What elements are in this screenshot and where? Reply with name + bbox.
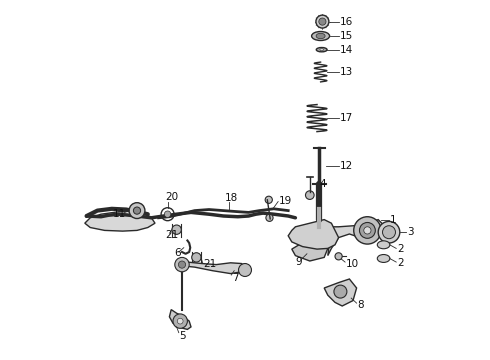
Circle shape (133, 207, 141, 214)
Polygon shape (85, 211, 155, 231)
Ellipse shape (320, 49, 323, 51)
Polygon shape (170, 310, 191, 329)
Circle shape (178, 261, 186, 268)
Circle shape (316, 15, 329, 28)
Text: 13: 13 (339, 67, 353, 77)
Polygon shape (324, 279, 357, 306)
Text: 19: 19 (279, 196, 292, 206)
Circle shape (335, 253, 342, 260)
Circle shape (360, 222, 375, 238)
Text: 5: 5 (179, 330, 186, 341)
Circle shape (378, 221, 400, 243)
Polygon shape (288, 220, 339, 249)
Circle shape (164, 211, 171, 217)
Text: 1: 1 (390, 215, 396, 225)
Text: 4: 4 (320, 179, 326, 189)
Text: 2: 2 (397, 244, 404, 254)
Circle shape (305, 191, 314, 199)
Text: 21: 21 (203, 259, 217, 269)
Text: 21: 21 (165, 230, 178, 240)
Text: 12: 12 (339, 161, 353, 171)
Polygon shape (292, 242, 328, 261)
Circle shape (364, 227, 371, 234)
Text: 14: 14 (339, 45, 353, 55)
Circle shape (192, 253, 201, 262)
Ellipse shape (312, 32, 330, 41)
Ellipse shape (316, 33, 325, 39)
Circle shape (319, 18, 326, 25)
Ellipse shape (377, 241, 390, 249)
Circle shape (265, 196, 272, 203)
Text: 15: 15 (339, 31, 353, 41)
Text: 10: 10 (346, 258, 359, 269)
Circle shape (239, 264, 251, 276)
Circle shape (266, 214, 273, 221)
Text: 17: 17 (339, 113, 353, 123)
Text: 11: 11 (113, 209, 126, 219)
Text: 3: 3 (407, 227, 414, 237)
Circle shape (172, 225, 181, 234)
Circle shape (354, 217, 381, 244)
Text: 7: 7 (232, 273, 239, 283)
Text: 2: 2 (397, 258, 404, 268)
Circle shape (173, 314, 187, 328)
Ellipse shape (316, 48, 327, 52)
Circle shape (383, 226, 395, 239)
Text: 16: 16 (339, 17, 353, 27)
Circle shape (175, 257, 189, 272)
Text: 20: 20 (165, 192, 178, 202)
Ellipse shape (377, 255, 390, 262)
Polygon shape (328, 220, 386, 256)
Text: 6: 6 (174, 248, 181, 258)
Text: 9: 9 (295, 257, 302, 267)
Text: 8: 8 (357, 300, 364, 310)
Circle shape (129, 203, 145, 219)
Circle shape (177, 318, 183, 324)
Circle shape (334, 285, 347, 298)
Text: 18: 18 (225, 193, 238, 203)
Polygon shape (176, 262, 248, 274)
